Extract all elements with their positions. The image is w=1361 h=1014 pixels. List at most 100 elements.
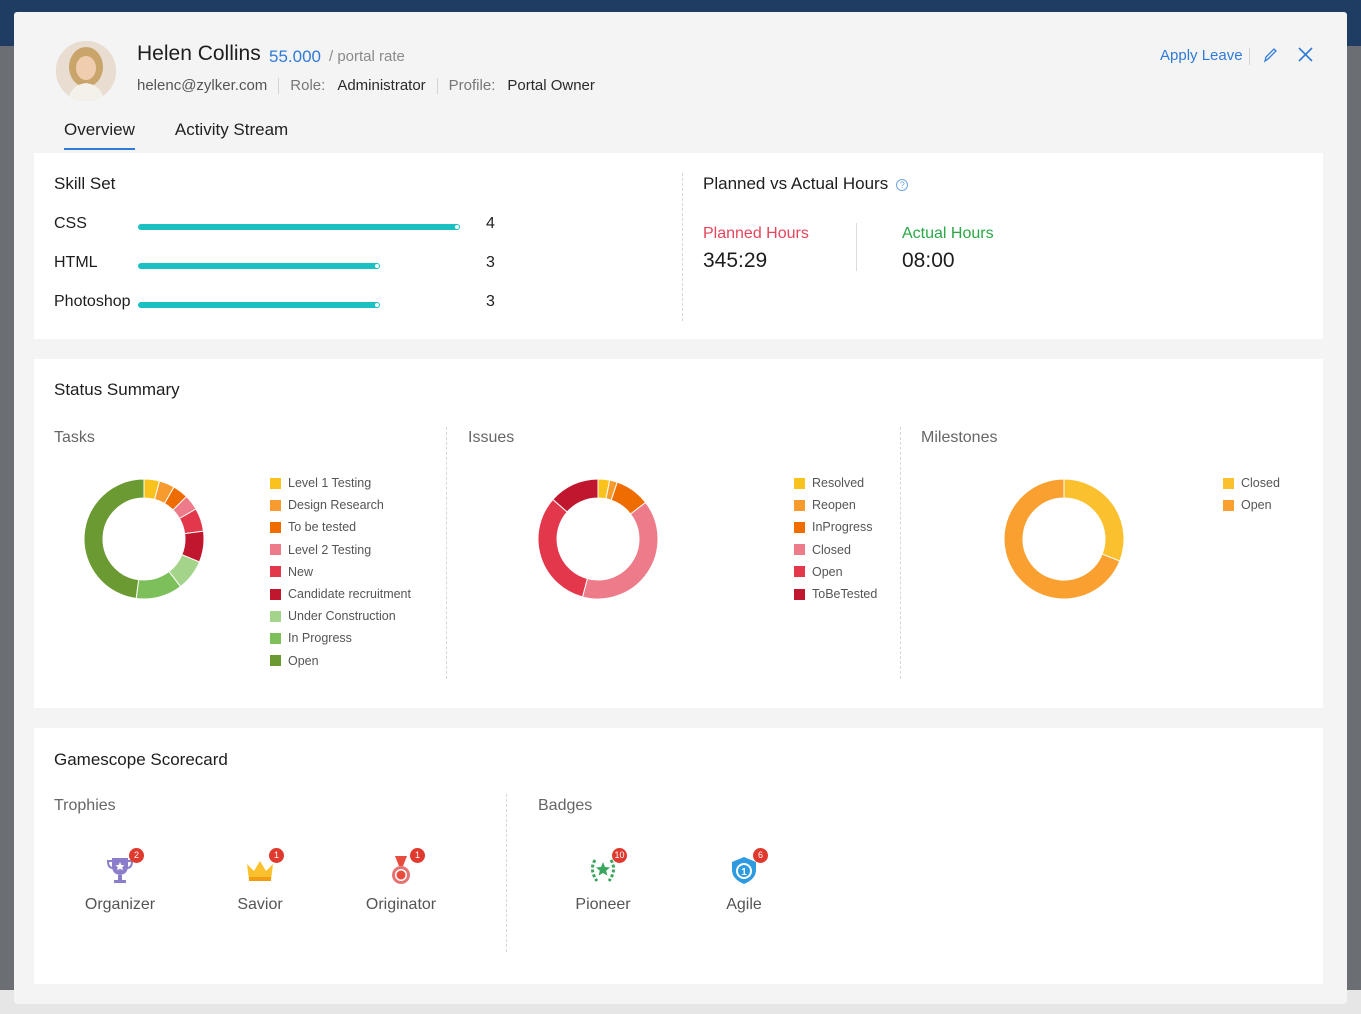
legend-item[interactable]: In Progress bbox=[270, 627, 411, 649]
legend-swatch bbox=[270, 655, 281, 667]
portal-rate-value: 55.000 bbox=[269, 47, 321, 66]
badge-pioneer[interactable]: 10 Pioneer bbox=[543, 848, 663, 914]
portal-rate-label: / portal rate bbox=[329, 48, 405, 65]
skills-hours-card: Skill Set CSS 4 HTML 3 Photoshop 3 Plann… bbox=[34, 153, 1323, 339]
milestones-title: Milestones bbox=[921, 429, 998, 446]
legend-label: Level 1 Testing bbox=[288, 476, 372, 491]
legend-swatch bbox=[270, 499, 281, 511]
divider bbox=[506, 794, 507, 952]
legend-label: To be tested bbox=[288, 520, 357, 535]
legend-label: ToBeTested bbox=[812, 587, 878, 602]
legend-label: Under Construction bbox=[288, 609, 396, 624]
legend-label: In Progress bbox=[288, 631, 352, 646]
legend-item[interactable]: Design Research bbox=[270, 494, 411, 516]
legend-item[interactable]: Closed bbox=[794, 539, 877, 561]
legend-item[interactable]: ToBeTested bbox=[794, 583, 877, 605]
status-summary-card: Status Summary Tasks Level 1 Testing Desi… bbox=[34, 359, 1323, 708]
hours-title-text: Planned vs Actual Hours bbox=[703, 174, 889, 193]
legend-label: Open bbox=[812, 564, 843, 579]
legend-swatch bbox=[1223, 499, 1234, 511]
legend-item[interactable]: Level 1 Testing bbox=[270, 472, 411, 494]
profile-header: Helen Collins 55.000 / portal rate helen… bbox=[14, 12, 1347, 162]
close-icon[interactable] bbox=[1297, 46, 1314, 63]
legend-label: New bbox=[288, 564, 314, 579]
badge-label: Pioneer bbox=[575, 896, 631, 913]
legend-swatch bbox=[794, 588, 805, 600]
scorecard-card: Gamescope Scorecard Trophies 2 Organizer bbox=[34, 728, 1323, 984]
skill-set-title: Skill Set bbox=[54, 174, 116, 193]
skill-bar bbox=[138, 302, 380, 308]
user-name: Helen Collins bbox=[137, 42, 261, 65]
role-label: Role: bbox=[290, 77, 326, 94]
divider bbox=[856, 223, 857, 271]
legend-label: Resolved bbox=[812, 476, 865, 491]
scorecard-title: Gamescope Scorecard bbox=[54, 750, 228, 769]
skill-level: 3 bbox=[486, 254, 495, 271]
crown-icon: 1 bbox=[244, 848, 284, 886]
profile-value: Portal Owner bbox=[507, 77, 595, 94]
trophy-savior[interactable]: 1 Savior bbox=[200, 848, 320, 914]
legend-item[interactable]: Reopen bbox=[794, 494, 877, 516]
donut-slice[interactable] bbox=[538, 498, 589, 598]
donut-slice[interactable] bbox=[84, 479, 145, 599]
trophy-label: Organizer bbox=[84, 896, 156, 913]
trophy-originator[interactable]: 1 Originator bbox=[341, 848, 461, 914]
legend-item[interactable]: New bbox=[270, 561, 411, 583]
legend-swatch bbox=[794, 544, 805, 556]
milestones-legend: Closed Open bbox=[1223, 472, 1280, 516]
legend-item[interactable]: Level 2 Testing bbox=[270, 539, 411, 561]
donut-slice[interactable] bbox=[1004, 479, 1121, 599]
tab-activity-stream[interactable]: Activity Stream bbox=[174, 120, 289, 139]
pencil-icon[interactable] bbox=[1262, 46, 1278, 64]
actual-hours-label: Actual Hours bbox=[902, 225, 994, 242]
legend-swatch bbox=[270, 588, 281, 600]
tasks-donut-chart bbox=[84, 479, 204, 599]
trophy-organizer[interactable]: 2 Organizer bbox=[60, 848, 180, 914]
issues-title: Issues bbox=[468, 429, 515, 446]
trophy-count-badge: 1 bbox=[269, 848, 284, 863]
legend-label: Reopen bbox=[812, 498, 856, 513]
tab-overview[interactable]: Overview bbox=[64, 120, 135, 150]
shield-icon: 1 6 bbox=[728, 848, 768, 886]
legend-item[interactable]: Open bbox=[270, 650, 411, 672]
legend-item[interactable]: Open bbox=[794, 561, 877, 583]
trophies-title: Trophies bbox=[54, 797, 116, 814]
legend-item[interactable]: Open bbox=[1223, 494, 1280, 516]
badge-count: 6 bbox=[753, 848, 768, 863]
planned-hours-label: Planned Hours bbox=[703, 225, 809, 242]
divider bbox=[436, 77, 438, 94]
legend-label: Design Research bbox=[288, 498, 384, 513]
help-icon[interactable]: ? bbox=[896, 178, 909, 191]
donut-slice[interactable] bbox=[1063, 479, 1124, 562]
divider bbox=[446, 427, 447, 679]
badge-agile[interactable]: 1 6 Agile bbox=[684, 848, 804, 914]
legend-swatch bbox=[794, 477, 805, 489]
milestones-donut-chart bbox=[1004, 479, 1124, 599]
legend-item[interactable]: Resolved bbox=[794, 472, 877, 494]
skill-level: 3 bbox=[486, 293, 495, 310]
trophy-label: Originator bbox=[365, 896, 437, 913]
legend-swatch bbox=[794, 499, 805, 511]
donut-slice[interactable] bbox=[581, 501, 658, 599]
legend-swatch bbox=[270, 477, 281, 489]
avatar bbox=[56, 41, 116, 101]
legend-item[interactable]: Under Construction bbox=[270, 605, 411, 627]
hours-title: Planned vs Actual Hours? bbox=[703, 174, 909, 194]
legend-swatch bbox=[1223, 477, 1234, 489]
donut-slice[interactable] bbox=[552, 479, 599, 513]
skill-name: HTML bbox=[54, 254, 98, 271]
legend-swatch bbox=[270, 610, 281, 622]
legend-swatch bbox=[270, 632, 281, 644]
apply-leave-link[interactable]: Apply Leave bbox=[1160, 47, 1243, 64]
legend-item[interactable]: Candidate recruitment bbox=[270, 583, 411, 605]
legend-item[interactable]: To be tested bbox=[270, 516, 411, 538]
legend-item[interactable]: Closed bbox=[1223, 472, 1280, 494]
badge-count: 10 bbox=[612, 848, 627, 863]
divider bbox=[682, 173, 683, 321]
legend-item[interactable]: InProgress bbox=[794, 516, 877, 538]
issues-donut-chart bbox=[538, 479, 658, 599]
trophy-label: Savior bbox=[237, 896, 283, 913]
trophy-count-badge: 1 bbox=[410, 848, 425, 863]
tasks-legend: Level 1 Testing Design Research To be test… bbox=[270, 472, 411, 672]
profile-label: Profile: bbox=[448, 77, 496, 94]
